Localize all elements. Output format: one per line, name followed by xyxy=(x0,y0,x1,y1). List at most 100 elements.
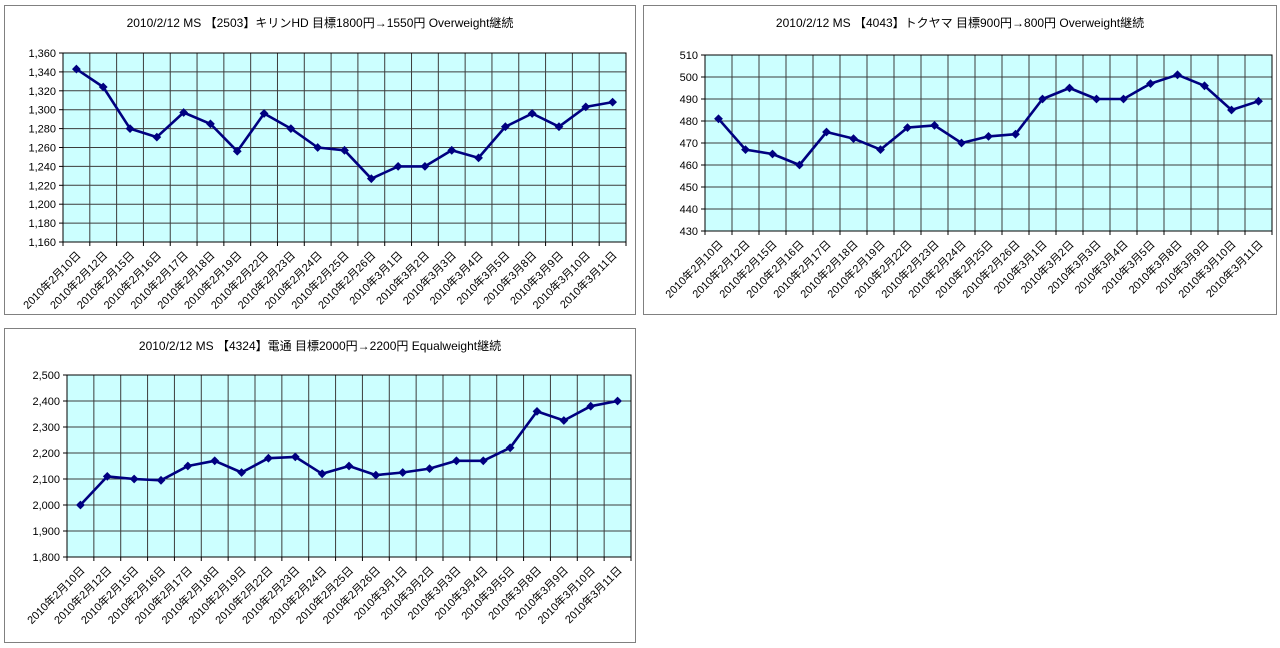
data-point-marker xyxy=(1227,105,1236,115)
data-point-marker xyxy=(447,145,457,155)
y-axis-tick-label: 1,160 xyxy=(28,237,56,249)
y-axis-tick-label: 2,500 xyxy=(32,370,60,382)
y-axis-tick-label: 1,280 xyxy=(28,124,56,136)
x-gridlines-and-ticks xyxy=(704,55,1273,235)
chart-title: 2010/2/12 MS 【2503】キリンHD 目標1800円→1550円 O… xyxy=(126,16,514,30)
y-axis-tick-label: 1,360 xyxy=(28,48,56,60)
data-point-marker xyxy=(1146,79,1155,88)
data-point-marker xyxy=(1200,81,1209,91)
data-point-marker xyxy=(72,64,81,74)
plot-border xyxy=(66,374,632,558)
x-axis-labels: 2010年2月10日2010年2月12日2010年2月15日2010年2月16日… xyxy=(24,563,625,627)
x-axis-labels: 2010年2月10日2010年2月12日2010年2月15日2010年2月16日… xyxy=(20,248,620,312)
data-point-marker xyxy=(741,145,750,154)
y-axis-tick-label: 1,300 xyxy=(28,105,56,117)
data-point-marker xyxy=(1119,94,1128,104)
data-point-marker xyxy=(393,162,403,171)
data-point-marker xyxy=(474,153,483,163)
y-axis-tick-label: 1,800 xyxy=(32,552,60,564)
data-point-marker xyxy=(876,145,885,154)
data-point-marker xyxy=(1173,70,1182,80)
data-point-marker xyxy=(1065,83,1074,93)
y-axis-tick-label: 440 xyxy=(680,204,698,216)
data-point-marker xyxy=(1011,129,1020,139)
data-point-marker xyxy=(152,132,162,142)
data-point-marker xyxy=(232,146,242,156)
y-axis-tick-label: 1,260 xyxy=(28,143,56,155)
data-point-marker xyxy=(500,122,510,132)
data-point-marker xyxy=(98,82,108,92)
data-point-marker xyxy=(849,134,858,143)
y-axis-tick-label: 1,200 xyxy=(28,199,56,211)
data-point-marker xyxy=(586,401,596,411)
data-point-marker xyxy=(532,407,542,416)
y-axis-tick-label: 510 xyxy=(680,50,698,62)
data-point-marker xyxy=(313,143,323,152)
data-point-marker xyxy=(1254,96,1263,106)
y-axis-tick-label: 1,180 xyxy=(28,218,56,230)
y-axis-tick-label: 480 xyxy=(680,116,698,128)
y-axis-tick-label: 470 xyxy=(680,138,698,150)
data-point-marker xyxy=(259,109,269,118)
data-point-marker xyxy=(156,475,166,485)
y-axis-tick-label: 1,220 xyxy=(28,180,56,192)
chart-panel-dentsu: 1,800 1,900 2,000 2,100 2,200 2,300 2,400 2,500… xyxy=(4,328,636,643)
data-point-marker xyxy=(206,119,215,129)
plot-border xyxy=(62,52,627,243)
data-point-marker xyxy=(371,470,381,480)
data-point-markers xyxy=(72,64,617,184)
y-axis-tick-label: 2,100 xyxy=(32,474,60,486)
data-point-marker xyxy=(344,461,354,471)
chart-canvas-kirin-hd: 1,160 1,180 1,200 1,220 1,240 1,260 1,280 1,300… xyxy=(20,48,627,312)
data-point-marker xyxy=(903,123,912,132)
chart-panel-tokuyama: 430 440 450 460 470 480 490 500 510 2010年2月10日 201… xyxy=(643,5,1277,315)
data-point-markers xyxy=(714,70,1263,170)
y-axis-tick-label: 500 xyxy=(680,72,698,84)
chart-title: 2010/2/12 MS 【4043】トクヤマ 目標900円→800円 Over… xyxy=(775,16,1145,30)
data-point-marker xyxy=(420,162,430,171)
data-point-marker xyxy=(425,464,434,473)
plot-border xyxy=(704,54,1273,232)
data-point-marker xyxy=(505,443,515,453)
chart-canvas-dentsu: 1,800 1,900 2,000 2,100 2,200 2,300 2,400 2,500… xyxy=(24,370,632,627)
y-axis-tick-label: 1,320 xyxy=(28,86,56,98)
data-point-marker xyxy=(1038,94,1047,104)
y-axis-tick-label: 460 xyxy=(680,160,698,172)
y-axis-tick-label: 430 xyxy=(680,226,698,238)
y-axis-tick-label: 1,240 xyxy=(28,161,56,173)
data-point-marker xyxy=(527,109,537,118)
data-point-marker xyxy=(478,456,488,466)
data-point-marker xyxy=(340,145,349,155)
y-axis-tick-label: 450 xyxy=(680,182,698,194)
data-point-marker xyxy=(714,114,723,124)
data-point-marker xyxy=(795,160,804,170)
data-point-marker xyxy=(957,138,966,148)
data-point-marker xyxy=(1092,94,1101,104)
y-axis-tick-label: 490 xyxy=(680,94,698,106)
chart-panel-kirin-hd: 1,160 1,180 1,200 1,220 1,240 1,260 1,280 1,300… xyxy=(4,5,636,315)
y-axis-tick-label: 2,000 xyxy=(32,500,60,512)
data-point-marker xyxy=(264,453,273,463)
x-gridlines-and-ticks xyxy=(62,53,627,246)
data-point-marker xyxy=(984,132,993,141)
y-axis-tick-label: 2,400 xyxy=(32,396,60,408)
data-point-marker xyxy=(930,121,939,130)
chart-canvas-tokuyama: 430 440 450 460 470 480 490 500 510 2010年2月10日201… xyxy=(662,50,1273,301)
chart-title: 2010/2/12 MS 【4324】電通 目標2000円→2200円 Equa… xyxy=(138,339,502,353)
y-axis-tick-label: 2,200 xyxy=(32,448,60,460)
data-point-marker xyxy=(398,468,408,477)
data-point-marker xyxy=(452,456,461,466)
data-point-marker xyxy=(608,97,617,107)
data-point-marker xyxy=(290,452,300,462)
data-point-marker xyxy=(286,124,296,133)
data-point-marker xyxy=(822,127,831,137)
data-point-marker xyxy=(366,174,376,184)
y-axis-tick-label: 1,900 xyxy=(32,526,60,538)
y-axis-tick-label: 1,340 xyxy=(28,67,56,79)
x-axis-labels: 2010年2月10日2010年2月12日2010年2月15日2010年2月16日… xyxy=(662,237,1266,301)
data-point-marker xyxy=(179,108,189,117)
data-point-marker xyxy=(102,472,112,481)
y-axis-tick-label: 2,300 xyxy=(32,422,60,434)
data-point-marker xyxy=(768,149,777,159)
